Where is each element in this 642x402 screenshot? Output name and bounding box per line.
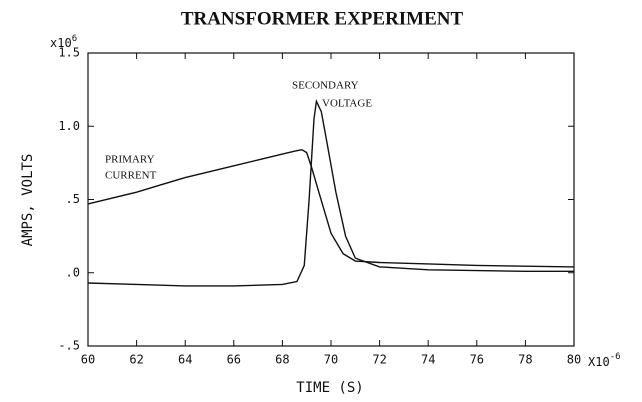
series-line	[87, 148, 575, 268]
y-tick-label: 1.0	[58, 119, 80, 133]
y-tick-label: .5	[66, 192, 80, 206]
annotation: VOLTAGE	[322, 98, 372, 110]
annotation: SECONDARY	[292, 80, 359, 92]
annotation: CURRENT	[105, 170, 157, 182]
y-tick-label: -.5	[58, 339, 80, 353]
x-tick-label: 80	[567, 353, 581, 367]
x-multiplier: X10-6	[588, 352, 621, 369]
x-tick-label: 60	[81, 353, 95, 367]
x-multiplier-exponent: -6	[610, 352, 621, 362]
y-multiplier-base: x10	[50, 36, 72, 50]
x-tick-label: 62	[129, 353, 143, 367]
annotation: PRIMARY	[105, 154, 155, 166]
x-axis-label: TIME (S)	[296, 380, 363, 396]
x-tick-label: 70	[324, 353, 338, 367]
x-tick-label: 76	[470, 353, 484, 367]
chart-title: TRANSFORMER EXPERIMENT	[181, 8, 464, 29]
x-tick-label: 72	[372, 353, 386, 367]
x-tick-label: 78	[518, 353, 532, 367]
x-tick-label: 64	[178, 353, 192, 367]
x-multiplier-base: X10	[588, 355, 610, 369]
y-axis-label: AMPS, VOLTS	[20, 154, 36, 247]
y-multiplier-exponent: 6	[72, 34, 77, 44]
y-tick-label: 1.5	[58, 46, 80, 60]
y-tick-label: .0	[66, 265, 80, 279]
x-tick-label: 68	[275, 353, 289, 367]
series-line	[87, 98, 574, 287]
y-multiplier: x106	[50, 34, 77, 50]
x-tick-label: 74	[421, 353, 435, 367]
x-tick-label: 66	[227, 353, 241, 367]
